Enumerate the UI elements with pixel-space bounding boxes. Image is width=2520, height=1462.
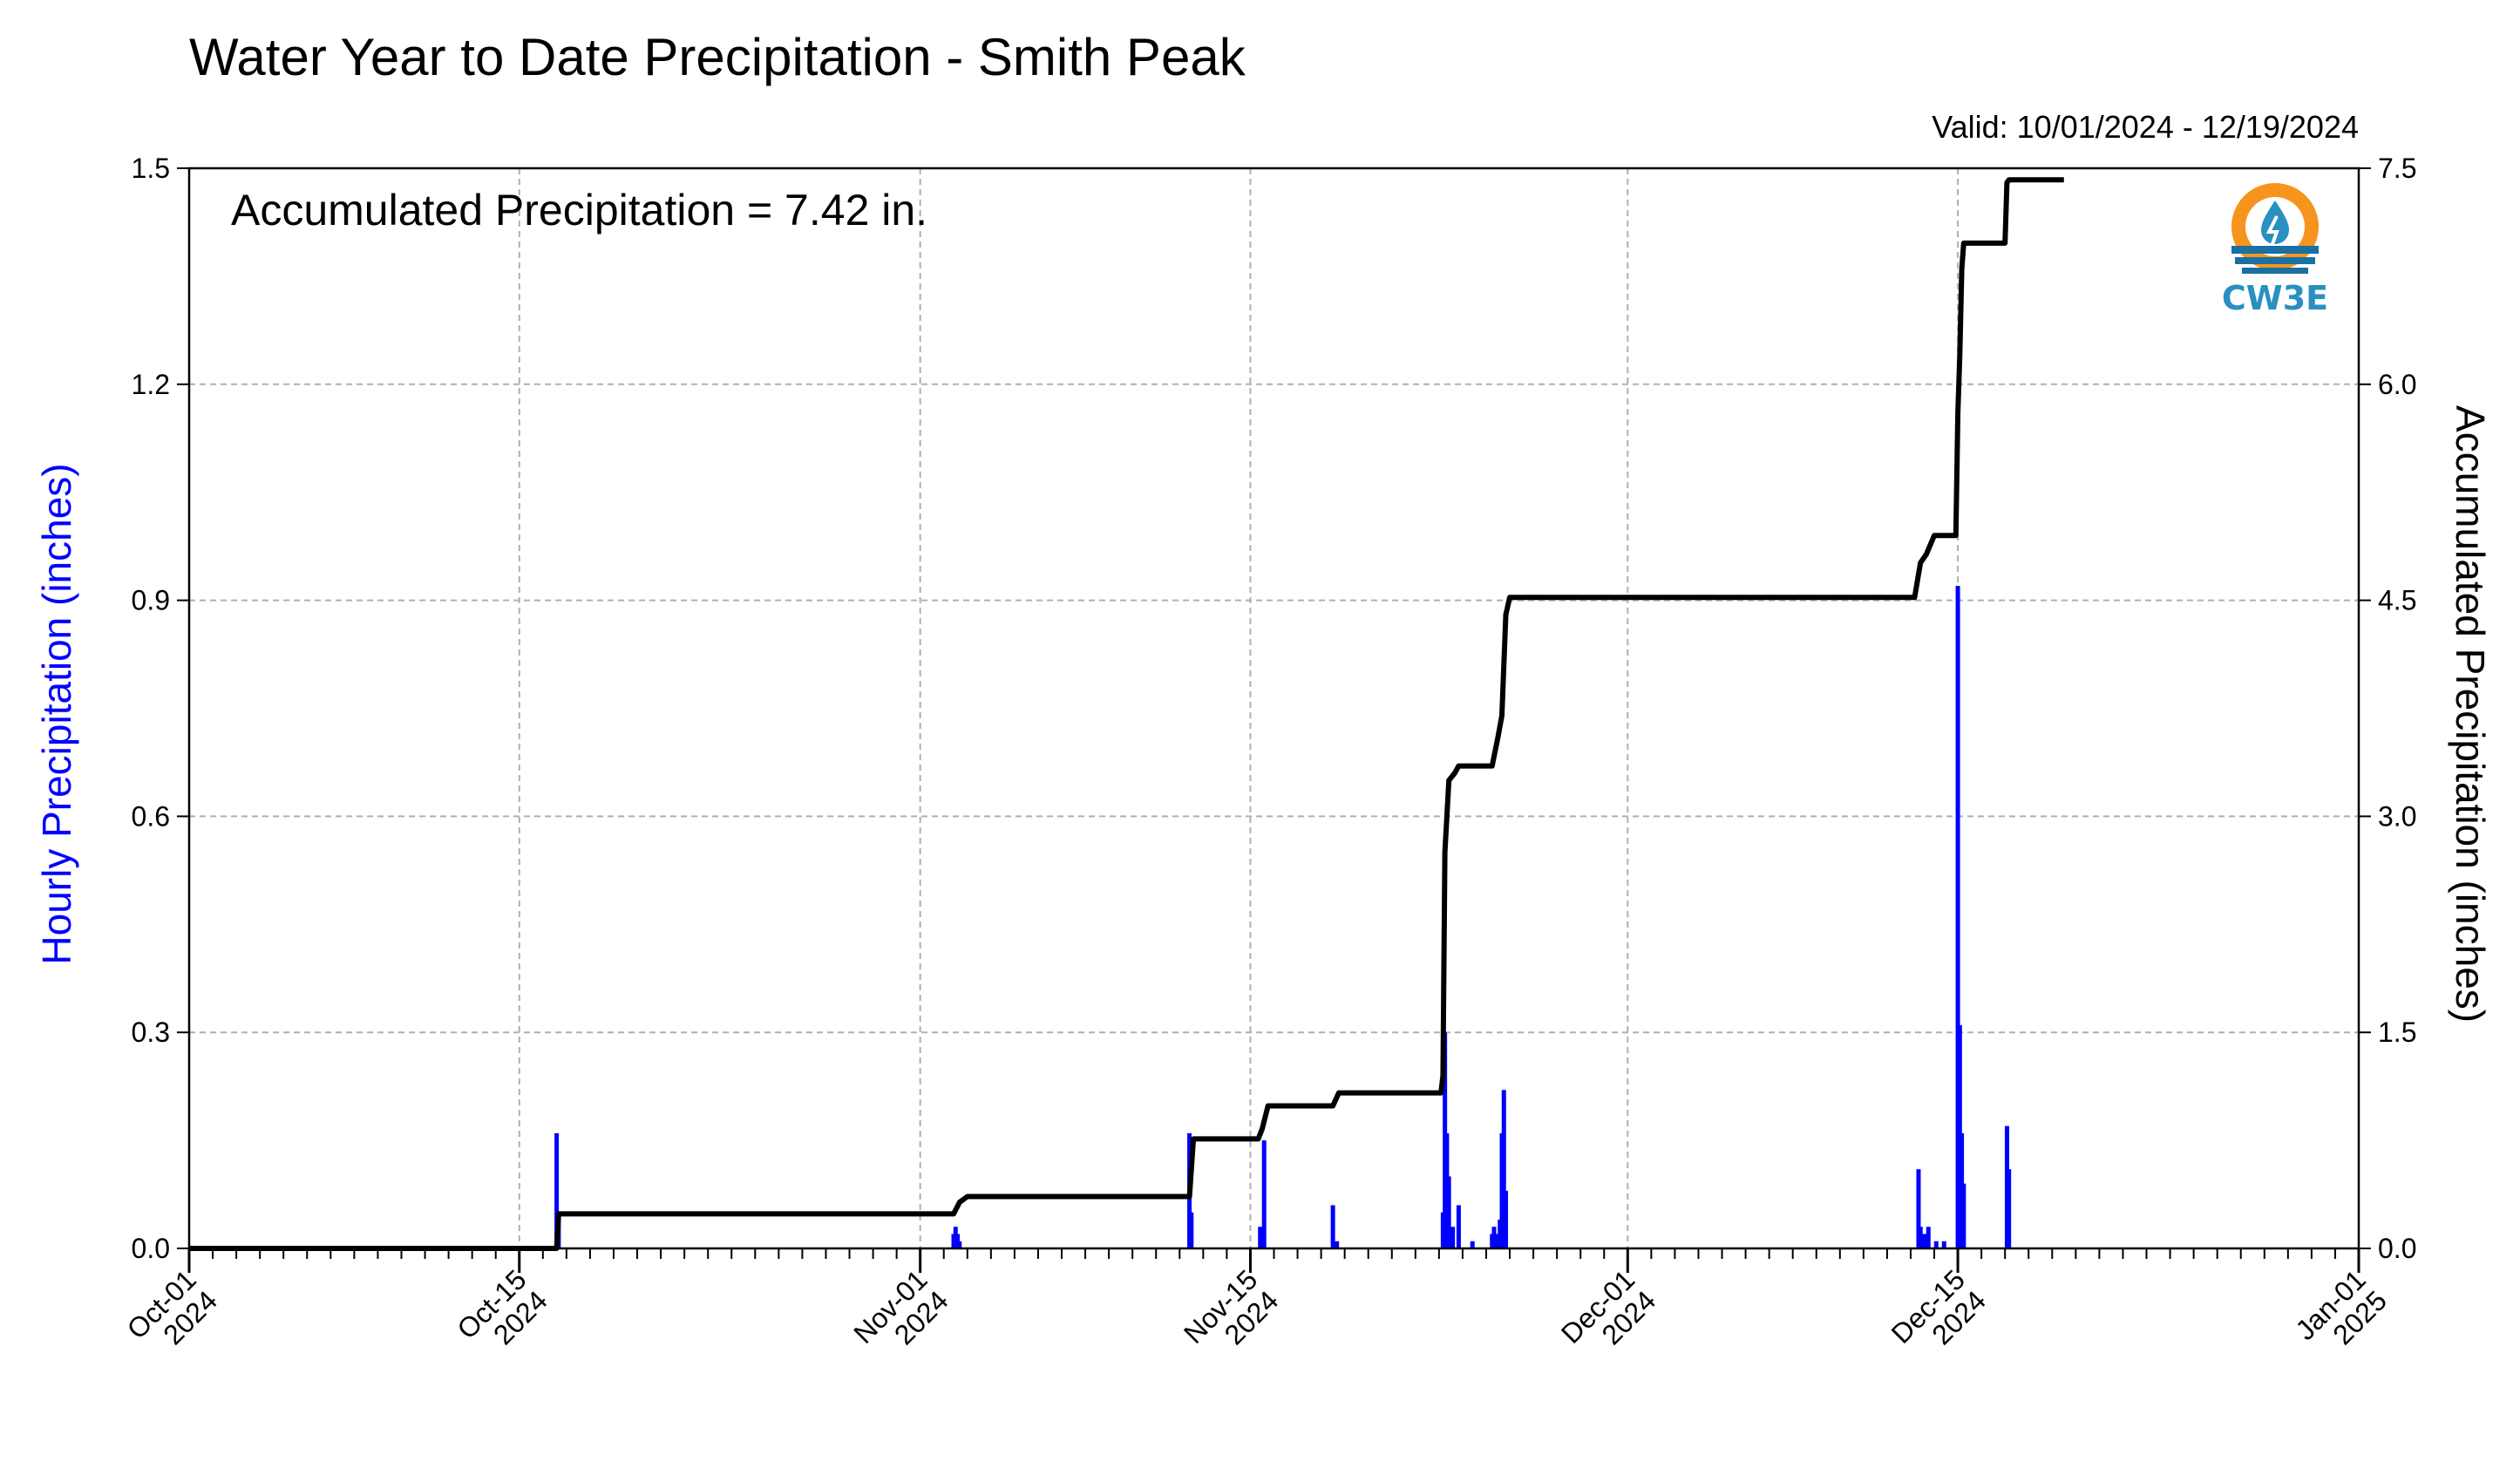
- right-tick-label: 4.5: [2378, 585, 2416, 616]
- hourly-precip-bar: [957, 1241, 962, 1248]
- logo-wave-band-1: [2231, 246, 2319, 254]
- grid-lines: [189, 168, 2359, 1248]
- right-tick-label: 1.5: [2378, 1017, 2416, 1048]
- left-axis-title: Hourly Precipitation (inches): [34, 463, 79, 964]
- hourly-precip-bar: [1470, 1241, 1475, 1248]
- hourly-precip-bar: [1335, 1241, 1340, 1248]
- right-axis-ticks: 0.0 1.5 3.0 4.5 6.0 7.5: [2359, 153, 2416, 1264]
- hourly-precip-bar: [1456, 1205, 1461, 1248]
- right-axis-title: Accumulated Precipitation (inches): [2448, 405, 2493, 1023]
- left-tick-label: 0.9: [132, 585, 170, 616]
- left-tick-label: 0.6: [132, 800, 170, 832]
- left-tick-label: 0.3: [132, 1017, 170, 1048]
- hourly-precip-bar: [1955, 586, 1960, 1248]
- logo-drop-symbol: [2265, 215, 2279, 245]
- chart-title: Water Year to Date Precipitation - Smith…: [189, 28, 1246, 86]
- hourly-precip-bar: [1330, 1205, 1335, 1248]
- hourly-precip-bar: [1261, 1140, 1267, 1248]
- left-tick-label: 1.2: [132, 369, 170, 400]
- logo-wave-band-3: [2242, 268, 2308, 274]
- logo-text: CW3E: [2222, 279, 2328, 317]
- hourly-precip-bar: [1918, 1227, 1923, 1248]
- right-tick-label: 3.0: [2378, 800, 2416, 832]
- hourly-precip-bar: [1189, 1212, 1194, 1248]
- hourly-precip-bar: [554, 1132, 560, 1248]
- hourly-precip-bar: [2007, 1169, 2012, 1248]
- hourly-precip-bar: [1501, 1090, 1506, 1248]
- hourly-precip-bar: [1941, 1241, 1946, 1248]
- left-tick-label: 0.0: [132, 1233, 170, 1264]
- hourly-precip-bar: [1933, 1241, 1939, 1248]
- valid-date-range: Valid: 10/01/2024 - 12/19/2024: [1932, 109, 2359, 145]
- right-tick-label: 0.0: [2378, 1233, 2416, 1264]
- accumulated-line-layer: [189, 177, 2064, 1251]
- accumulated-precip-line: [189, 177, 2064, 1251]
- right-tick-label: 7.5: [2378, 153, 2416, 184]
- right-tick-label: 6.0: [2378, 369, 2416, 400]
- hourly-precip-bar: [1446, 1176, 1451, 1248]
- hourly-precip-bar: [1493, 1234, 1498, 1248]
- hourly-precip-bar: [1926, 1227, 1931, 1248]
- hourly-precip-bar: [1450, 1227, 1456, 1248]
- left-tick-label: 1.5: [132, 153, 170, 184]
- left-axis-ticks: 0.0 0.3 0.6 0.9 1.2 1.5: [132, 153, 189, 1264]
- hourly-precip-bar: [1922, 1234, 1927, 1248]
- cw3e-logo: CW3E: [2222, 183, 2328, 317]
- hourly-precip-bar: [1916, 1169, 1921, 1248]
- hourly-precip-bar: [1504, 1190, 1509, 1248]
- accumulated-annotation: Accumulated Precipitation = 7.42 in.: [231, 186, 927, 235]
- logo-wave-band-2: [2235, 257, 2315, 264]
- hourly-precip-bar: [1961, 1183, 1966, 1248]
- hourly-precip-bar: [1258, 1227, 1263, 1248]
